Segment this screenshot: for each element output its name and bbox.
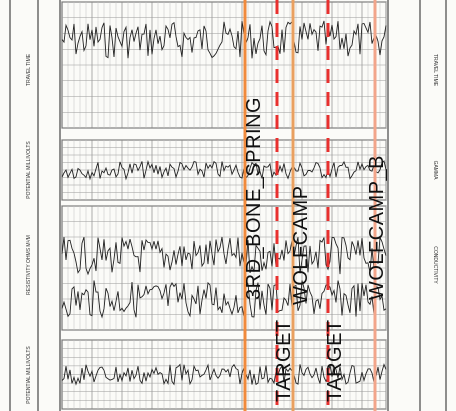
formation-label: 3RD_BONE_SPRING: [243, 97, 265, 300]
target-label: TARGET: [324, 319, 346, 402]
side-label: GAMMA: [432, 161, 438, 181]
log-curve: [61, 235, 387, 276]
side-label: POTENTIAL MILLIVOLTS: [26, 346, 32, 404]
log-curve: [61, 159, 387, 181]
formation-label: WOLFCAMP: [290, 185, 312, 305]
side-label: TRAVEL TIME: [432, 54, 438, 87]
right-strip: [387, 0, 447, 411]
log-curve: [61, 279, 387, 319]
target-label: TARGET: [273, 319, 295, 402]
side-label: RESISTIVITY OHMS M²/M: [26, 235, 32, 295]
log-curve: [61, 363, 387, 386]
side-label: CONDUCTIVITY: [432, 246, 438, 284]
log-curve: [61, 20, 387, 59]
side-label: TRAVEL TIME: [26, 53, 32, 86]
left-strip: [9, 0, 61, 411]
formation-label: WOLFCAMP_B: [366, 155, 388, 300]
log-curves: [61, 20, 387, 386]
side-label: POTENTIAL MILLIVOLTS: [26, 141, 32, 199]
